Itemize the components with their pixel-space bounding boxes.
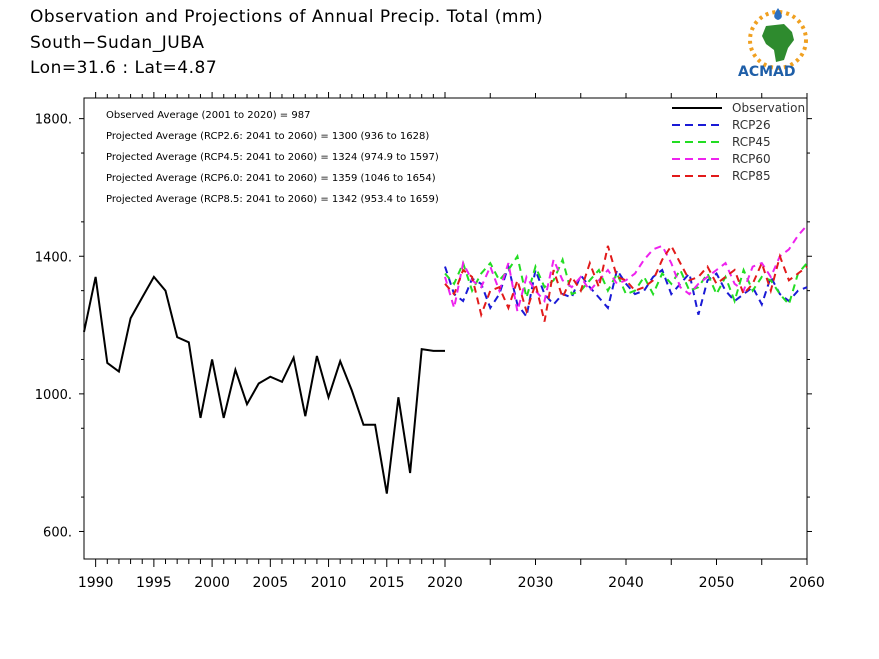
x-tick-label: 2050 — [699, 575, 735, 591]
annotation-text: Projected Average (RCP4.5: 2041 to 2060)… — [106, 152, 439, 163]
legend-label: RCP26 — [732, 118, 771, 132]
annotation-text: Projected Average (RCP2.6: 2041 to 2060)… — [106, 131, 429, 142]
x-tick-label: 2020 — [427, 575, 463, 591]
x-tick-label: 2000 — [194, 575, 230, 591]
annotation-text: Projected Average (RCP6.0: 2041 to 2060)… — [106, 173, 436, 184]
series-line-rcp85 — [444, 243, 808, 322]
y-tick-label: 1800. — [35, 113, 72, 128]
x-tick-label: 1990 — [78, 575, 114, 591]
plot-frame — [83, 97, 808, 560]
x-tick-label: 2015 — [369, 575, 405, 591]
y-tick-label: 1000. — [35, 388, 72, 403]
chart-title: Observation and Projections of Annual Pr… — [30, 7, 544, 27]
x-tick-label: 1995 — [136, 575, 172, 591]
location-name: South−Sudan_JUBA — [30, 33, 205, 53]
x-tick-label: 2010 — [311, 575, 347, 591]
x-tick-label: 2030 — [518, 575, 554, 591]
legend-label: RCP85 — [732, 169, 771, 183]
annotation-text: Projected Average (RCP8.5: 2041 to 2060)… — [106, 194, 439, 205]
series-line-rcp26 — [444, 262, 808, 319]
x-tick-label: 2040 — [608, 575, 644, 591]
observation-line — [83, 275, 445, 494]
coordinates-label: Lon=31.6 : Lat=4.87 — [30, 58, 218, 78]
legend-label: RCP45 — [732, 135, 771, 149]
annotation-text: Observed Average (2001 to 2020) = 987 — [106, 110, 310, 121]
x-tick-label: 2005 — [253, 575, 289, 591]
legend-label: Observation — [732, 101, 805, 115]
series-line-rcp60 — [444, 224, 808, 312]
logo-text: ACMAD — [738, 64, 796, 80]
y-tick-label: 1400. — [35, 250, 72, 265]
legend-label: RCP60 — [732, 152, 771, 166]
y-tick-label: 600. — [43, 525, 72, 540]
acmad-logo — [748, 8, 808, 70]
x-tick-label: 2060 — [789, 575, 825, 591]
